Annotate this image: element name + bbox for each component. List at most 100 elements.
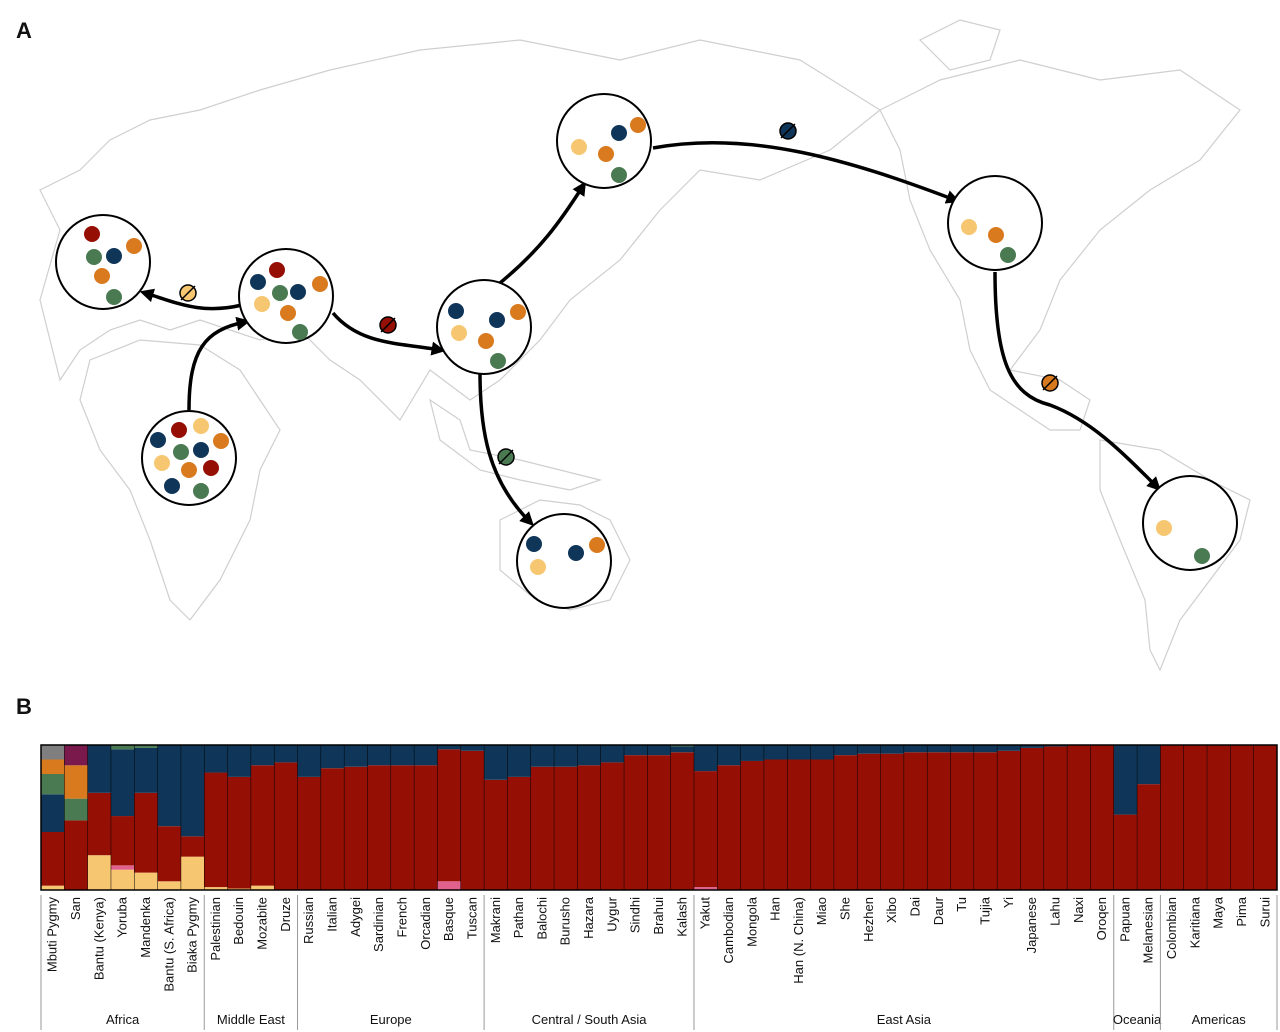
bar-segment xyxy=(1067,745,1091,890)
bar-segment xyxy=(717,745,741,766)
bar-segment xyxy=(577,745,601,766)
bar-segment xyxy=(1160,745,1185,890)
bar-segment xyxy=(250,745,275,766)
bar-segment xyxy=(763,759,788,890)
bar-segment xyxy=(857,753,881,890)
population-label: Miao xyxy=(814,897,829,925)
bar-segment xyxy=(414,765,438,890)
bar-segment xyxy=(204,772,228,888)
population-label: Tujia xyxy=(977,896,992,924)
bar-segment xyxy=(833,745,858,756)
bar-segment xyxy=(880,745,905,754)
population-label: Yoruba xyxy=(115,896,130,937)
bar-segment xyxy=(507,776,532,890)
population-circles xyxy=(55,93,1238,609)
bar-segment xyxy=(250,765,275,886)
population-label: Daur xyxy=(931,896,946,925)
population-label: She xyxy=(838,897,853,920)
bar-segment xyxy=(1020,745,1045,748)
population-label: Orcadian xyxy=(418,897,433,950)
bar-segment xyxy=(600,762,625,890)
population-label: Mozabite xyxy=(255,897,270,950)
bar-segment xyxy=(110,869,135,890)
circle xyxy=(947,175,1043,271)
bar-segment xyxy=(927,745,951,753)
region-label: Middle East xyxy=(217,1012,285,1027)
population-label: Papuan xyxy=(1117,897,1132,942)
bar-segment xyxy=(64,820,88,890)
bar-segment xyxy=(390,745,415,766)
structure-plot: Mbuti Pygmy San Bantu (Kenya) Yoruba Mandenk… xyxy=(40,744,1278,1030)
region-label: Central / South Asia xyxy=(532,1012,648,1027)
bar-segment xyxy=(903,745,928,753)
bar-segment xyxy=(740,760,765,890)
population-label: French xyxy=(394,897,409,937)
bar-segment xyxy=(41,759,65,774)
arrow xyxy=(331,311,446,356)
bar-segment xyxy=(1230,745,1254,890)
bar-segment xyxy=(41,794,65,832)
population-label: Palestinian xyxy=(208,897,223,961)
bar-segment xyxy=(367,745,392,766)
population-label: Hazara xyxy=(581,896,596,939)
population-label: Mbuti Pygmy xyxy=(45,897,60,973)
population-label: Sardinian xyxy=(371,897,386,952)
population-label: Maya xyxy=(1211,896,1226,929)
population-label: Hezhen xyxy=(861,897,876,942)
bar-segment xyxy=(670,752,695,890)
bar-segment xyxy=(437,749,462,882)
bar-segment xyxy=(41,885,65,890)
region-label: Americas xyxy=(1192,1012,1247,1027)
population-label: Yakut xyxy=(698,897,713,930)
bar-segment xyxy=(484,779,508,890)
bar-segment xyxy=(460,745,485,751)
population-label: Bantu (Kenya) xyxy=(91,897,106,980)
population-label: Dai xyxy=(908,897,923,917)
bar-segment xyxy=(64,798,88,821)
arrow xyxy=(652,140,961,204)
population-label: Japanese xyxy=(1024,897,1039,953)
bar-segment xyxy=(87,792,112,856)
bar-segment xyxy=(460,750,485,890)
arrow xyxy=(478,372,534,526)
population-label: Sindhi xyxy=(628,897,643,933)
bar-segment xyxy=(740,745,765,761)
bar-segment xyxy=(41,832,65,886)
population-label: Tu xyxy=(954,897,969,912)
population-label: Xibo xyxy=(884,897,899,923)
bar-segment xyxy=(787,759,811,890)
bar-segment xyxy=(693,745,718,772)
bar-segment xyxy=(1113,814,1138,890)
bar-segment xyxy=(973,752,998,890)
bar-segment xyxy=(110,816,135,866)
population-label: Bantu (S. Africa) xyxy=(161,897,176,992)
bar-segment xyxy=(110,865,135,870)
population-label: Colombian xyxy=(1164,897,1179,959)
bar-segment xyxy=(1113,745,1138,815)
bar-segment xyxy=(693,887,718,890)
population-label: Balochi xyxy=(534,897,549,940)
bar-segment xyxy=(367,765,392,890)
bar-segment xyxy=(670,746,695,753)
bar-segment xyxy=(833,755,858,890)
bar-segment xyxy=(1137,745,1161,785)
bar-segment xyxy=(134,747,158,793)
population-label: Pathan xyxy=(511,897,526,938)
bar-segment xyxy=(624,745,648,756)
bar-segment xyxy=(950,745,975,753)
bar-segment xyxy=(297,776,322,890)
circle xyxy=(556,93,652,189)
population-label: Biaka Pygmy xyxy=(185,897,200,973)
population-label: Mandenka xyxy=(138,896,153,957)
bar-segment xyxy=(1020,747,1045,890)
bar-segment xyxy=(530,745,555,767)
bar-segment xyxy=(110,749,135,817)
arrow xyxy=(139,288,243,311)
bar-segment xyxy=(204,887,228,890)
population-label: Lahu xyxy=(1047,897,1062,926)
bar-segment xyxy=(227,776,252,889)
bar-segment xyxy=(227,745,252,777)
population-label: Cambodian xyxy=(721,897,736,964)
population-label: San xyxy=(68,897,83,920)
